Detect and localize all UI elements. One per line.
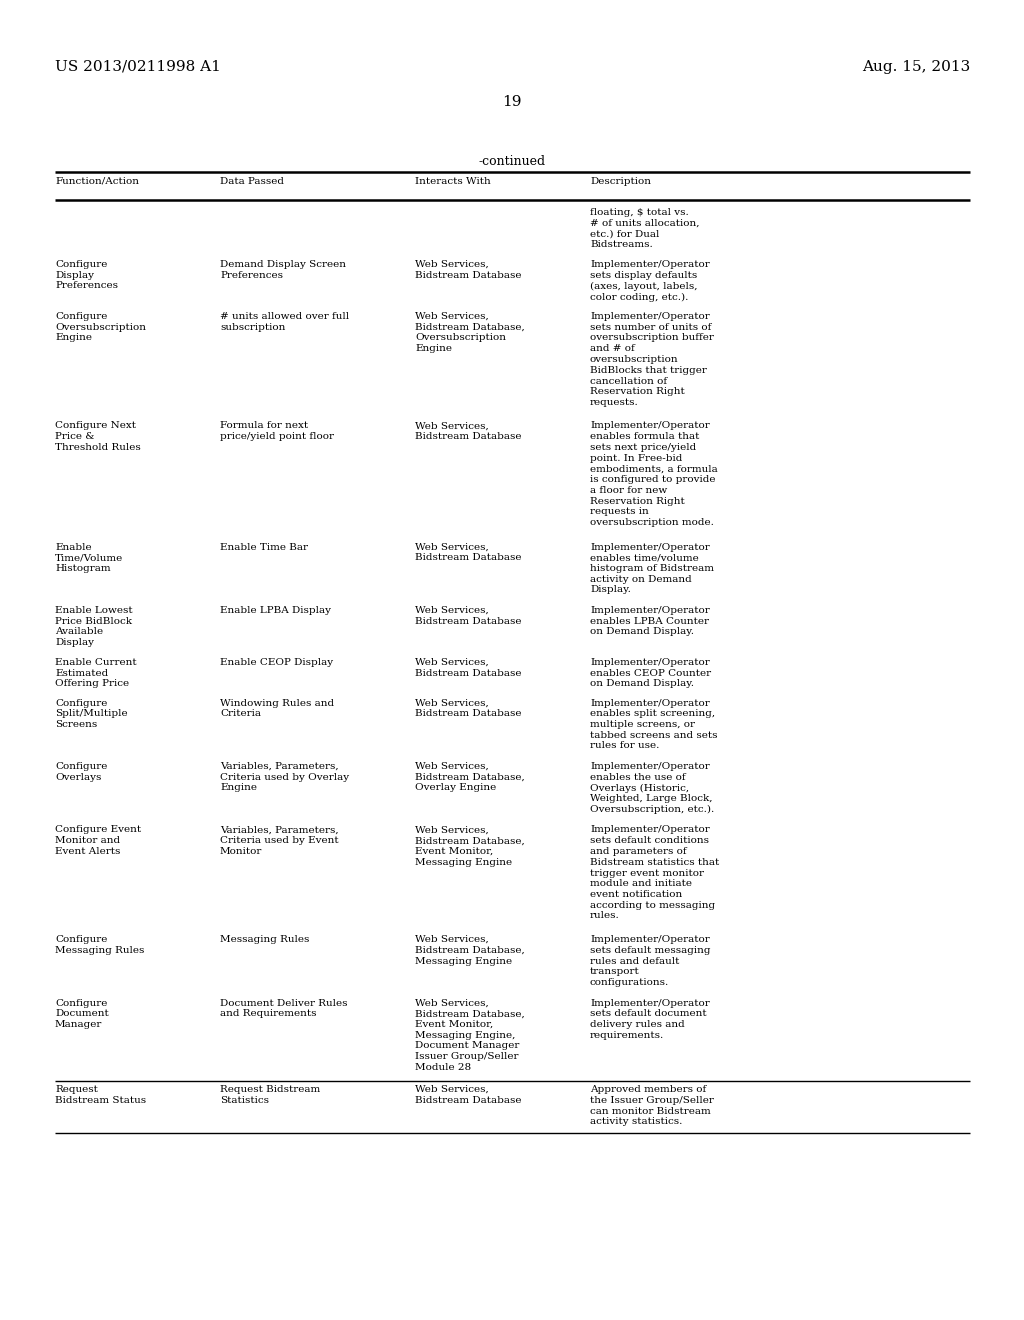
- Text: Approved members of
the Issuer Group/Seller
can monitor Bidstream
activity stati: Approved members of the Issuer Group/Sel…: [590, 1085, 714, 1126]
- Text: Configure
Oversubscription
Engine: Configure Oversubscription Engine: [55, 312, 146, 342]
- Text: Web Services,
Bidstream Database: Web Services, Bidstream Database: [415, 260, 521, 280]
- Text: Implementer/Operator
enables CEOP Counter
on Demand Display.: Implementer/Operator enables CEOP Counte…: [590, 657, 711, 689]
- Text: Web Services,
Bidstream Database: Web Services, Bidstream Database: [415, 606, 521, 626]
- Text: Web Services,
Bidstream Database: Web Services, Bidstream Database: [415, 698, 521, 718]
- Text: Implementer/Operator
enables time/volume
histogram of Bidstream
activity on Dema: Implementer/Operator enables time/volume…: [590, 543, 714, 594]
- Text: Enable Current
Estimated
Offering Price: Enable Current Estimated Offering Price: [55, 657, 136, 689]
- Text: Configure
Split/Multiple
Screens: Configure Split/Multiple Screens: [55, 698, 128, 729]
- Text: Enable CEOP Display: Enable CEOP Display: [220, 657, 333, 667]
- Text: Implementer/Operator
enables formula that
sets next price/yield
point. In Free-b: Implementer/Operator enables formula tha…: [590, 421, 718, 527]
- Text: Web Services,
Bidstream Database,
Event Monitor,
Messaging Engine,
Document Mana: Web Services, Bidstream Database, Event …: [415, 998, 524, 1072]
- Text: Configure Event
Monitor and
Event Alerts: Configure Event Monitor and Event Alerts: [55, 825, 141, 855]
- Text: Implementer/Operator
sets default document
delivery rules and
requirements.: Implementer/Operator sets default docume…: [590, 998, 710, 1040]
- Text: Implementer/Operator
sets default conditions
and parameters of
Bidstream statist: Implementer/Operator sets default condit…: [590, 825, 719, 920]
- Text: Messaging Rules: Messaging Rules: [220, 935, 309, 944]
- Text: Enable
Time/Volume
Histogram: Enable Time/Volume Histogram: [55, 543, 123, 573]
- Text: Configure
Messaging Rules: Configure Messaging Rules: [55, 935, 144, 954]
- Text: Data Passed: Data Passed: [220, 177, 284, 186]
- Text: Configure
Document
Manager: Configure Document Manager: [55, 998, 109, 1030]
- Text: Implementer/Operator
enables LPBA Counter
on Demand Display.: Implementer/Operator enables LPBA Counte…: [590, 606, 710, 636]
- Text: Function/Action: Function/Action: [55, 177, 139, 186]
- Text: Configure Next
Price &
Threshold Rules: Configure Next Price & Threshold Rules: [55, 421, 140, 451]
- Text: Web Services,
Bidstream Database,
Messaging Engine: Web Services, Bidstream Database, Messag…: [415, 935, 524, 965]
- Text: Document Deliver Rules
and Requirements: Document Deliver Rules and Requirements: [220, 998, 347, 1018]
- Text: Implementer/Operator
enables the use of
Overlays (Historic,
Weighted, Large Bloc: Implementer/Operator enables the use of …: [590, 762, 715, 814]
- Text: Web Services,
Bidstream Database,
Event Monitor,
Messaging Engine: Web Services, Bidstream Database, Event …: [415, 825, 524, 867]
- Text: Web Services,
Bidstream Database: Web Services, Bidstream Database: [415, 1085, 521, 1105]
- Text: Web Services,
Bidstream Database: Web Services, Bidstream Database: [415, 657, 521, 677]
- Text: Web Services,
Bidstream Database,
Overlay Engine: Web Services, Bidstream Database, Overla…: [415, 762, 524, 792]
- Text: Request Bidstream
Statistics: Request Bidstream Statistics: [220, 1085, 321, 1105]
- Text: Demand Display Screen
Preferences: Demand Display Screen Preferences: [220, 260, 346, 280]
- Text: 19: 19: [502, 95, 522, 110]
- Text: Configure
Overlays: Configure Overlays: [55, 762, 108, 781]
- Text: Web Services,
Bidstream Database,
Oversubscription
Engine: Web Services, Bidstream Database, Oversu…: [415, 312, 524, 354]
- Text: Variables, Parameters,
Criteria used by Event
Monitor: Variables, Parameters, Criteria used by …: [220, 825, 339, 855]
- Text: Implementer/Operator
sets default messaging
rules and default
transport
configur: Implementer/Operator sets default messag…: [590, 935, 711, 987]
- Text: Implementer/Operator
sets display defaults
(axes, layout, labels,
color coding, : Implementer/Operator sets display defaul…: [590, 260, 710, 301]
- Text: # units allowed over full
subscription: # units allowed over full subscription: [220, 312, 349, 331]
- Text: Enable Time Bar: Enable Time Bar: [220, 543, 308, 552]
- Text: Request
Bidstream Status: Request Bidstream Status: [55, 1085, 146, 1105]
- Text: Implementer/Operator
enables split screening,
multiple screens, or
tabbed screen: Implementer/Operator enables split scree…: [590, 698, 718, 751]
- Text: Description: Description: [590, 177, 651, 186]
- Text: Interacts With: Interacts With: [415, 177, 490, 186]
- Text: Aug. 15, 2013: Aug. 15, 2013: [862, 59, 970, 74]
- Text: Enable LPBA Display: Enable LPBA Display: [220, 606, 331, 615]
- Text: Windowing Rules and
Criteria: Windowing Rules and Criteria: [220, 698, 334, 718]
- Text: Implementer/Operator
sets number of units of
oversubscription buffer
and # of
ov: Implementer/Operator sets number of unit…: [590, 312, 714, 407]
- Text: Web Services,
Bidstream Database: Web Services, Bidstream Database: [415, 421, 521, 441]
- Text: US 2013/0211998 A1: US 2013/0211998 A1: [55, 59, 221, 74]
- Text: Enable Lowest
Price BidBlock
Available
Display: Enable Lowest Price BidBlock Available D…: [55, 606, 133, 647]
- Text: floating, $ total vs.
# of units allocation,
etc.) for Dual
Bidstreams.: floating, $ total vs. # of units allocat…: [590, 209, 699, 249]
- Text: -continued: -continued: [478, 154, 546, 168]
- Text: Formula for next
price/yield point floor: Formula for next price/yield point floor: [220, 421, 334, 441]
- Text: Configure
Display
Preferences: Configure Display Preferences: [55, 260, 118, 290]
- Text: Web Services,
Bidstream Database: Web Services, Bidstream Database: [415, 543, 521, 562]
- Text: Variables, Parameters,
Criteria used by Overlay
Engine: Variables, Parameters, Criteria used by …: [220, 762, 349, 792]
